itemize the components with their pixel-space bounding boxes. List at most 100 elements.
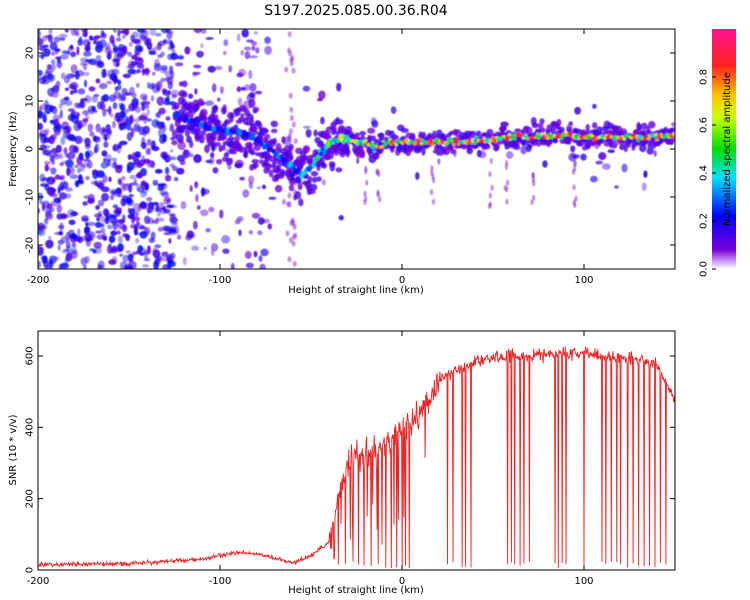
spectrogram-y-tick-label: 10 — [25, 95, 36, 108]
spectrogram-noise-blob — [67, 108, 76, 112]
spectrogram-noise-blob — [169, 156, 177, 161]
spectrogram-noise-blob — [127, 51, 132, 57]
spectrogram-noise-blob — [127, 253, 134, 261]
spectrogram-noise-blob — [161, 65, 168, 71]
spectrogram-noise-blob — [177, 141, 186, 151]
spectrogram-noise-blob — [141, 68, 146, 76]
spectrogram-ridge-halo — [261, 128, 269, 134]
spectrogram-ridge-halo — [201, 114, 208, 121]
spectrogram-noise-blob — [70, 247, 78, 255]
spectrogram-ridge-core — [608, 132, 612, 136]
spectrogram-ridge-halo — [494, 142, 500, 151]
spectrogram-ridge-halo — [192, 104, 201, 111]
spectrogram-noise-blob — [40, 134, 48, 144]
spectrogram-noise-blob — [84, 255, 90, 264]
spectrogram-noise-blob — [249, 83, 257, 92]
spectrogram-noise-blob — [135, 237, 140, 244]
spectrogram-noise-blob — [176, 167, 185, 175]
spectrogram-noise-blob — [164, 174, 172, 182]
spectrogram-noise-blob — [142, 125, 150, 135]
spectrogram-noise-blob — [48, 29, 53, 35]
spectrogram-noise-blob — [163, 208, 171, 214]
spectrogram-ridge-core — [646, 137, 651, 141]
spectrogram-ridge-halo — [228, 157, 233, 165]
spectrogram-noise-blob — [208, 206, 215, 213]
spectrogram-noise-blob — [287, 256, 292, 263]
spectrogram-noise-blob — [44, 208, 53, 214]
spectrogram-noise-blob — [254, 90, 263, 95]
spectrogram-ridge-halo — [281, 136, 286, 144]
spectrogram-noise-blob — [244, 250, 252, 259]
spectrogram-noise-blob — [84, 237, 92, 243]
spectrogram-noise-blob — [83, 137, 90, 144]
spectrogram-ridge-halo — [466, 146, 474, 155]
spectrogram-noise-blob — [291, 220, 296, 227]
spectrogram-noise-blob — [164, 77, 171, 82]
spectrogram-noise-blob — [68, 219, 76, 225]
spectrogram-noise-blob — [77, 228, 81, 237]
spectrogram-noise-blob — [82, 118, 89, 123]
spectrogram-noise-blob — [96, 61, 105, 68]
spectrogram-noise-blob — [100, 161, 109, 169]
spectrogram-noise-blob — [607, 149, 615, 153]
spectrogram-noise-blob — [506, 151, 514, 159]
spectrogram-noise-blob — [122, 34, 126, 39]
spectrogram-noise-blob — [38, 37, 44, 47]
spectrogram-noise-blob — [194, 88, 198, 95]
spectrogram-noise-blob — [65, 100, 73, 107]
snr-x-tick-label: -100 — [209, 576, 232, 587]
spectrogram-noise-blob — [670, 122, 675, 127]
spectrogram-noise-blob — [38, 54, 46, 59]
spectrogram-noise-blob — [50, 134, 57, 140]
spectrogram-noise-blob — [205, 100, 214, 106]
spectrogram-noise-blob — [141, 155, 146, 162]
spectrogram-ridge-halo — [639, 143, 647, 153]
spectrogram-noise-blob — [155, 87, 161, 92]
spectrogram-ridge-halo — [175, 126, 183, 133]
spectrogram-noise-blob — [430, 165, 434, 172]
spectrogram-noise-blob — [52, 114, 61, 121]
spectrogram-noise-blob — [64, 87, 69, 91]
colorbar-tick-label: 0.6 — [699, 117, 710, 133]
spectrogram-noise-blob — [58, 103, 63, 109]
spectrogram-noise-blob — [38, 208, 41, 214]
spectrogram-ridge-core — [427, 142, 432, 146]
spectrogram-noise-blob — [38, 225, 46, 230]
spectrogram-noise-blob — [119, 253, 123, 257]
spectrogram-noise-blob — [128, 184, 133, 193]
spectrogram-noise-blob — [505, 198, 509, 205]
spectrogram-ridge-halo — [332, 124, 337, 133]
snr-x-tick-label: -200 — [27, 576, 50, 587]
spectrogram-noise-blob — [84, 45, 91, 52]
spectrogram-noise-blob — [238, 229, 242, 237]
spectrogram-ridge-halo — [197, 98, 205, 107]
spectrogram-ridge-core — [455, 137, 460, 141]
spectrogram-noise-blob — [60, 72, 66, 80]
spectrogram-noise-blob — [189, 153, 194, 158]
spectrogram-noise-blob — [257, 217, 265, 225]
spectrogram-ridge-halo — [264, 133, 271, 140]
spectrogram-noise-blob — [155, 33, 162, 37]
spectrogram-noise-blob — [146, 41, 153, 50]
spectrogram-noise-blob — [43, 160, 52, 165]
spectrogram-noise-blob — [292, 234, 296, 240]
spectrogram-noise-blob — [83, 29, 88, 38]
spectrogram-noise-blob — [114, 75, 118, 79]
spectrogram-noise-blob — [59, 192, 67, 200]
spectrogram-noise-blob — [118, 93, 123, 102]
spectrogram-ridge-halo — [240, 113, 245, 118]
spectrogram-noise-blob — [117, 119, 125, 127]
spectrogram-noise-blob — [172, 165, 178, 171]
spectrogram-ridge-halo — [647, 144, 652, 149]
spectrogram-noise-blob — [290, 55, 295, 61]
spectrogram-noise-blob — [38, 105, 43, 115]
spectrogram-noise-blob — [643, 170, 648, 178]
spectrogram-noise-blob — [240, 49, 245, 56]
spectrogram-noise-blob — [71, 243, 77, 248]
spectrogram-ridge-core — [445, 142, 449, 146]
spectrogram-noise-blob — [150, 95, 155, 102]
spectrogram-noise-blob — [111, 256, 118, 265]
spectrogram-ridge-halo — [448, 131, 453, 136]
spectrogram-ridge-core — [636, 138, 640, 142]
spectrogram-noise-blob — [222, 50, 227, 56]
